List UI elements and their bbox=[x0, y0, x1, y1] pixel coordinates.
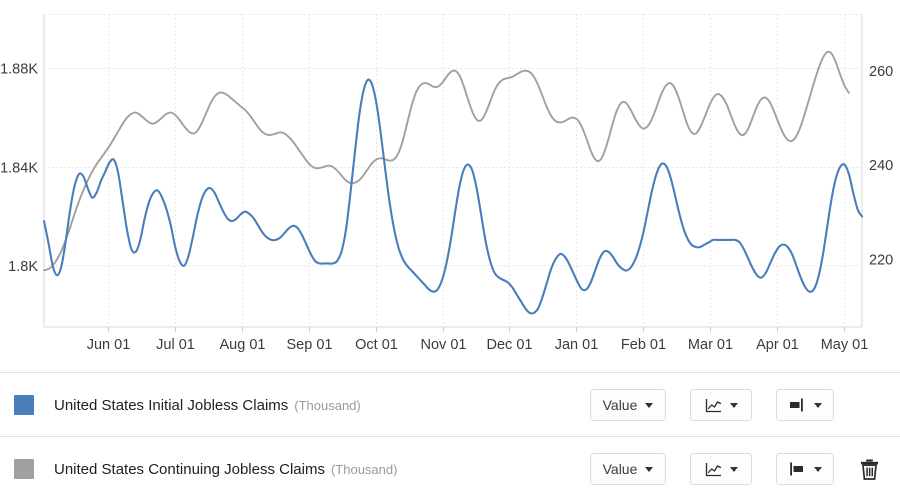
x-tick-label: Jun 01 bbox=[87, 337, 131, 353]
chevron-down-icon bbox=[729, 402, 738, 408]
series-line-initial-jobless-claims bbox=[42, 78, 864, 315]
series-unit-label: (Thousand) bbox=[330, 461, 398, 477]
trash-icon bbox=[860, 459, 878, 480]
chevron-down-icon bbox=[813, 466, 822, 472]
chart-type-dropdown[interactable] bbox=[690, 453, 752, 485]
value-dropdown[interactable]: Value bbox=[590, 389, 666, 421]
x-tick-label: Dec 01 bbox=[487, 337, 533, 353]
series-color-swatch[interactable] bbox=[14, 459, 34, 479]
left-axis-icon bbox=[789, 462, 803, 476]
x-tick-label: Jan 01 bbox=[555, 337, 599, 353]
x-tick-label: Sep 01 bbox=[287, 337, 333, 353]
left-axis-tick-labels: 1.88K 1.84K 1.8K bbox=[0, 62, 38, 275]
chevron-down-icon bbox=[645, 466, 654, 472]
right-axis-tick-labels: 260 240 220 bbox=[869, 64, 893, 268]
chevron-down-icon bbox=[645, 402, 654, 408]
plot-frame bbox=[43, 14, 863, 328]
series-color-swatch[interactable] bbox=[14, 395, 34, 415]
value-dropdown-label: Value bbox=[602, 461, 638, 477]
value-dropdown[interactable]: Value bbox=[590, 453, 666, 485]
chart-svg: 1.88K 1.84K 1.8K 260 240 220 Jun 01 Jul 01 Aug… bbox=[0, 14, 893, 353]
x-tick-label: Aug 01 bbox=[220, 337, 266, 353]
chevron-down-icon bbox=[813, 402, 822, 408]
x-tick-label: May 01 bbox=[821, 337, 869, 353]
axis-assignment-dropdown[interactable] bbox=[776, 389, 834, 421]
x-tick-label: Nov 01 bbox=[421, 337, 467, 353]
line-chart-icon bbox=[705, 462, 721, 476]
series-unit-label: (Thousand) bbox=[294, 397, 361, 413]
x-tick-label: Oct 01 bbox=[355, 337, 398, 353]
value-dropdown-label: Value bbox=[602, 397, 638, 413]
left-axis-tick-label: 1.8K bbox=[8, 259, 38, 275]
x-axis-tick-labels: Jun 01 Jul 01 Aug 01 Sep 01 Oct 01 Nov 01 Dec … bbox=[87, 337, 869, 353]
chevron-down-icon bbox=[729, 466, 738, 472]
series-name-label: United States Initial Jobless Claims bbox=[54, 396, 289, 414]
x-tick-label: Mar 01 bbox=[688, 337, 733, 353]
chart-type-dropdown[interactable] bbox=[690, 389, 752, 421]
legend-divider-middle bbox=[0, 436, 900, 437]
x-tick-label: Jul 01 bbox=[156, 337, 195, 353]
delete-series-button[interactable] bbox=[852, 453, 886, 485]
right-axis-tick-label: 260 bbox=[869, 64, 893, 80]
legend-divider-top bbox=[0, 372, 900, 373]
axis-assignment-dropdown[interactable] bbox=[776, 453, 834, 485]
legend-panel: United States Initial Jobless Claims (Th… bbox=[0, 372, 900, 497]
series-name-label: United States Continuing Jobless Claims bbox=[54, 460, 325, 478]
left-axis-tick-label: 1.84K bbox=[0, 160, 38, 176]
series-line-continuing-jobless-claims bbox=[43, 50, 850, 272]
legend-row-continuing-jobless-claims[interactable]: United States Continuing Jobless Claims … bbox=[0, 437, 900, 497]
right-axis-tick-label: 240 bbox=[869, 158, 893, 174]
chart-region: 1.88K 1.84K 1.8K 260 240 220 Jun 01 Jul 01 Aug… bbox=[0, 14, 894, 353]
legend-row-initial-jobless-claims[interactable]: United States Initial Jobless Claims (Th… bbox=[0, 373, 900, 437]
x-tick-label: Apr 01 bbox=[756, 337, 799, 353]
right-axis-tick-label: 220 bbox=[869, 252, 893, 268]
right-axis-icon bbox=[789, 398, 803, 412]
left-axis-tick-label: 1.88K bbox=[0, 62, 38, 78]
line-chart-icon bbox=[705, 398, 721, 412]
horizontal-gridlines bbox=[44, 68, 862, 266]
delete-placeholder bbox=[852, 389, 886, 421]
vertical-gridlines bbox=[108, 14, 845, 332]
x-tick-label: Feb 01 bbox=[621, 337, 666, 353]
